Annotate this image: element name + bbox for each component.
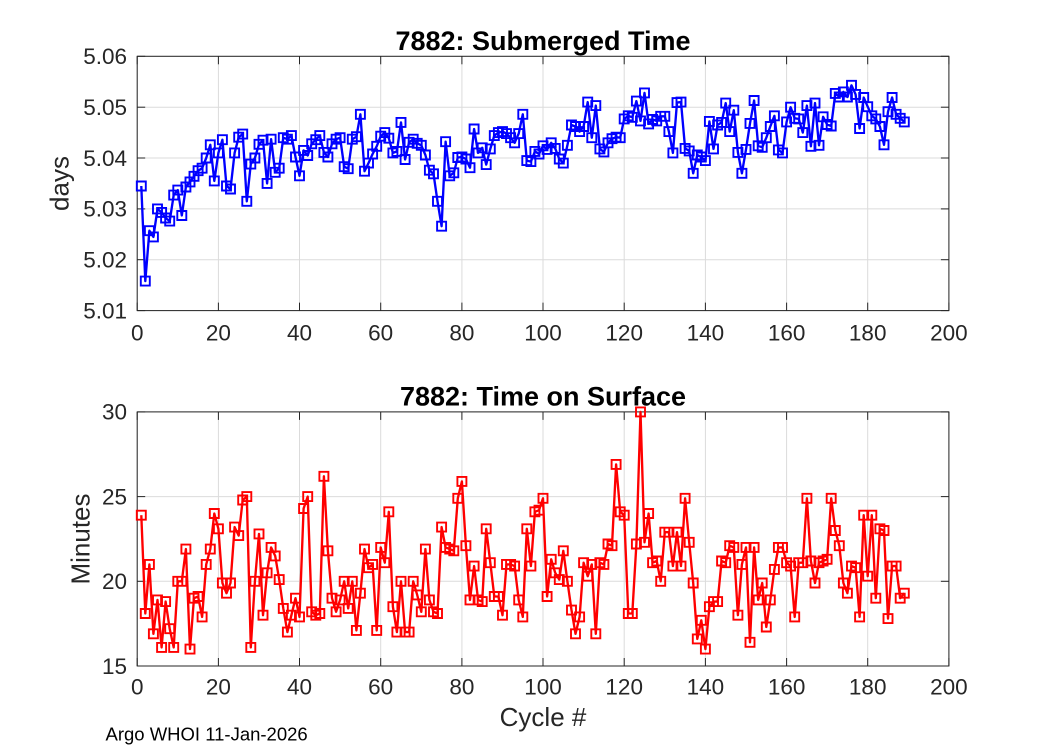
- svg-text:7882: Time on Surface: 7882: Time on Surface: [400, 382, 686, 412]
- svg-text:5.03: 5.03: [83, 197, 127, 222]
- svg-text:200: 200: [930, 675, 968, 700]
- svg-text:60: 60: [368, 321, 393, 346]
- svg-text:100: 100: [524, 321, 562, 346]
- svg-text:160: 160: [768, 675, 806, 700]
- svg-text:80: 80: [449, 675, 474, 700]
- svg-text:Minutes: Minutes: [66, 493, 96, 584]
- svg-text:0: 0: [131, 675, 144, 700]
- svg-text:Cycle #: Cycle #: [500, 702, 587, 732]
- svg-text:Argo WHOI 11-Jan-2026: Argo WHOI 11-Jan-2026: [106, 723, 308, 744]
- svg-text:20: 20: [102, 569, 127, 594]
- svg-text:140: 140: [687, 675, 725, 700]
- svg-text:20: 20: [206, 321, 231, 346]
- svg-text:40: 40: [287, 321, 312, 346]
- svg-text:5.01: 5.01: [83, 298, 127, 323]
- svg-text:days: days: [45, 156, 75, 211]
- svg-text:25: 25: [102, 484, 127, 509]
- svg-text:80: 80: [449, 321, 474, 346]
- svg-text:100: 100: [524, 675, 562, 700]
- svg-text:180: 180: [849, 321, 887, 346]
- svg-text:5.06: 5.06: [83, 44, 127, 69]
- svg-text:15: 15: [102, 654, 127, 679]
- svg-text:5.05: 5.05: [83, 95, 127, 120]
- svg-text:160: 160: [768, 321, 806, 346]
- svg-text:0: 0: [131, 321, 144, 346]
- svg-text:5.04: 5.04: [83, 146, 127, 171]
- svg-text:7882: Submerged Time: 7882: Submerged Time: [395, 26, 690, 56]
- svg-text:20: 20: [206, 675, 231, 700]
- svg-text:30: 30: [102, 400, 127, 425]
- svg-text:120: 120: [605, 675, 643, 700]
- svg-text:180: 180: [849, 675, 887, 700]
- svg-text:120: 120: [605, 321, 643, 346]
- svg-text:60: 60: [368, 675, 393, 700]
- svg-text:40: 40: [287, 675, 312, 700]
- svg-text:200: 200: [930, 321, 968, 346]
- svg-text:5.02: 5.02: [83, 248, 127, 273]
- svg-text:140: 140: [687, 321, 725, 346]
